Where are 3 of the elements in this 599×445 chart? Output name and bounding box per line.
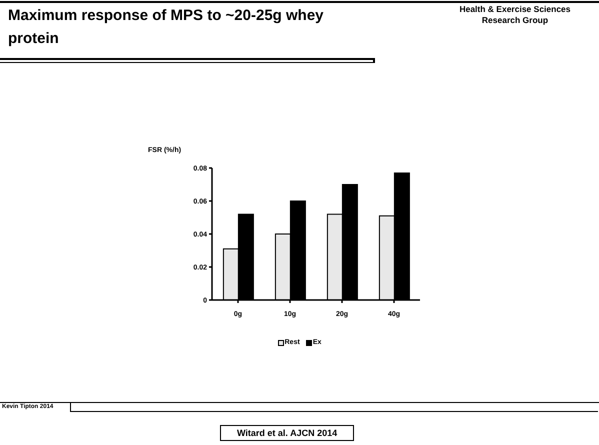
- chart-title: Maximum response of MPS to ~20-25g whey protein: [8, 6, 325, 49]
- text: Witard et al. AJCN 2014: [220, 425, 354, 441]
- text: Health & Exercise Sciences Research Group: [458, 4, 572, 26]
